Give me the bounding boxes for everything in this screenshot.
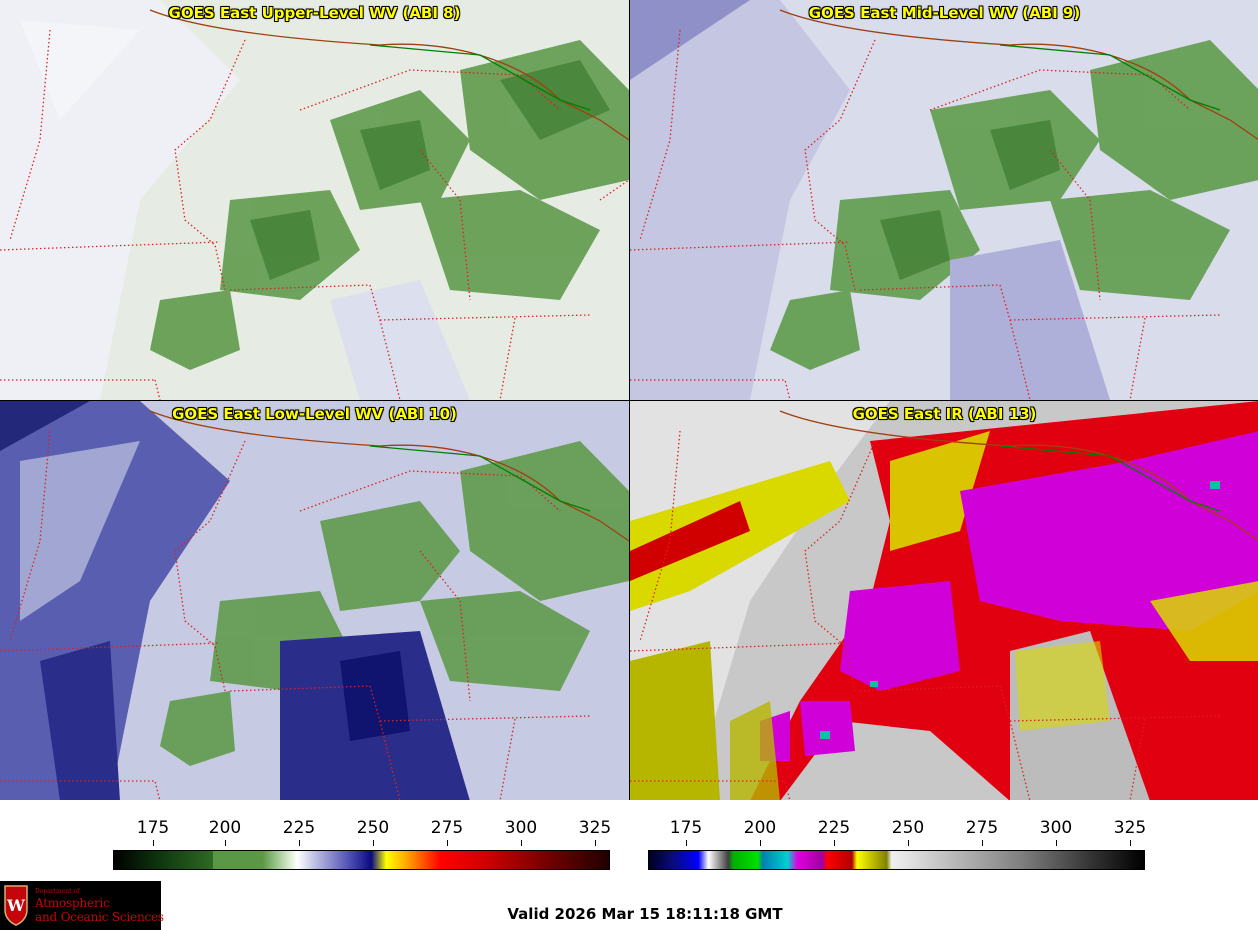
ir-tick-label: 275 (965, 818, 999, 838)
panel-title-low-level: GOES East Low-Level WV (ABI 10) (172, 405, 457, 423)
panel-ir: GOES East IR (ABI 13) (630, 401, 1258, 800)
logo-department-label: Department of (35, 888, 80, 895)
upper-level-wv-image (0, 0, 629, 400)
wv-tick-mark (225, 840, 226, 846)
ir-tick-label: 225 (817, 818, 851, 838)
wv-tick-mark (299, 840, 300, 846)
ir-tick-mark (760, 840, 761, 846)
wv-tick-mark (153, 840, 154, 846)
mid-level-wv-image (630, 0, 1258, 400)
ir-tick-mark (1056, 840, 1057, 846)
ir-tick-mark (1130, 840, 1131, 846)
water-vapor-colorbar (113, 850, 610, 870)
wv-tick-label: 250 (356, 818, 390, 838)
aos-logo[interactable]: W Department of Atmospheric and Oceanic … (0, 881, 164, 930)
wv-tick-label: 300 (504, 818, 538, 838)
wv-tick-label: 325 (578, 818, 612, 838)
wv-tick-mark (521, 840, 522, 846)
ir-tick-label: 300 (1039, 818, 1073, 838)
wv-tick-label: 200 (208, 818, 242, 838)
valid-time-label: Valid 2026 Mar 15 18:11:18 GMT (507, 905, 783, 923)
logo-line-oceanic: and Oceanic Sciences (35, 910, 164, 924)
ir-tick-label: 250 (891, 818, 925, 838)
ir-colorbar-ticks: 175 200 225 250 275 300 325 (648, 818, 1147, 846)
wv-tick-label: 225 (282, 818, 316, 838)
ir-image (630, 401, 1258, 800)
wv-tick-mark (373, 840, 374, 846)
wv-tick-label: 275 (430, 818, 464, 838)
panel-low-level-wv: GOES East Low-Level WV (ABI 10) (0, 401, 629, 800)
uw-crest-icon: W (4, 885, 28, 926)
panel-title-mid-level: GOES East Mid-Level WV (ABI 9) (808, 4, 1081, 22)
panel-upper-level-wv: GOES East Upper-Level WV (ABI 8) (0, 0, 629, 400)
low-level-wv-image (0, 401, 629, 800)
wv-tick-label: 175 (136, 818, 170, 838)
ir-tick-label: 200 (743, 818, 777, 838)
ir-tick-mark (982, 840, 983, 846)
panel-title-ir: GOES East IR (ABI 13) (852, 405, 1037, 423)
ir-tick-label: 175 (669, 818, 703, 838)
ir-tick-mark (686, 840, 687, 846)
panel-title-upper-level: GOES East Upper-Level WV (ABI 8) (168, 4, 461, 22)
ir-tick-mark (908, 840, 909, 846)
panel-mid-level-wv: GOES East Mid-Level WV (ABI 9) (630, 0, 1258, 400)
wv-tick-mark (595, 840, 596, 846)
wv-tick-mark (447, 840, 448, 846)
svg-text:W: W (6, 896, 26, 915)
ir-tick-label: 325 (1113, 818, 1147, 838)
wv-colorbar-ticks: 175 200 225 250 275 300 325 (113, 818, 612, 846)
infrared-colorbar (648, 850, 1145, 870)
logo-line-atmospheric: Atmospheric (35, 896, 110, 910)
ir-tick-mark (834, 840, 835, 846)
panel-divider-horizontal (0, 400, 1258, 401)
